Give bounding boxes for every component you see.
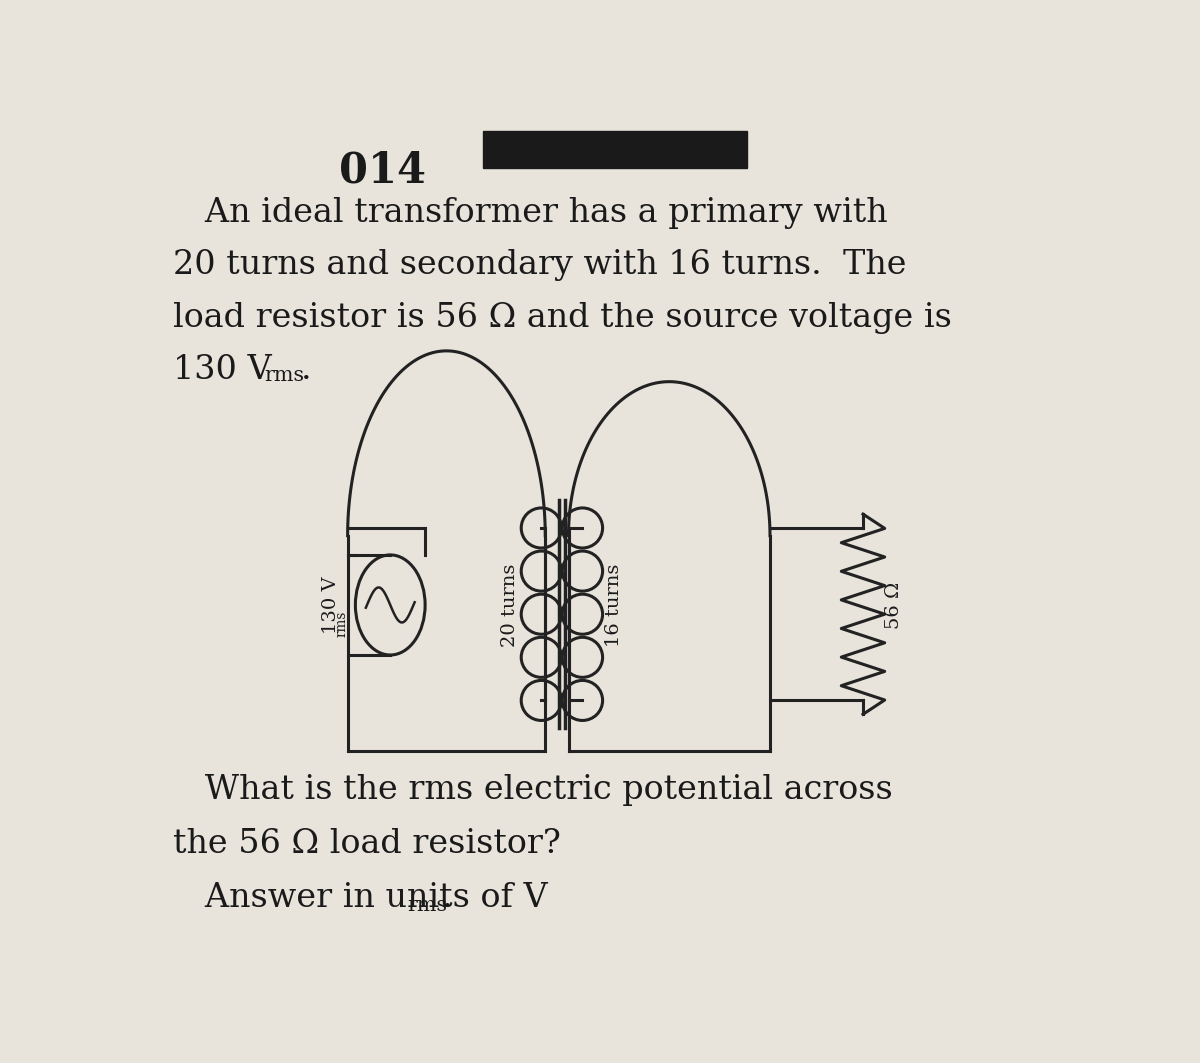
Text: rms: rms <box>265 367 305 385</box>
Text: 130 V: 130 V <box>173 354 272 386</box>
Text: 56 Ω: 56 Ω <box>886 581 904 628</box>
Text: 20 turns and secondary with 16 turns.  The: 20 turns and secondary with 16 turns. Th… <box>173 249 907 282</box>
Text: 16 turns: 16 turns <box>605 563 623 646</box>
Text: .: . <box>301 354 312 386</box>
Text: load resistor is 56 Ω and the source voltage is: load resistor is 56 Ω and the source vol… <box>173 302 952 334</box>
Text: An ideal transformer has a primary with: An ideal transformer has a primary with <box>173 197 888 229</box>
Text: 130 V: 130 V <box>322 576 340 634</box>
Text: rms: rms <box>407 896 448 915</box>
Text: the 56 Ω load resistor?: the 56 Ω load resistor? <box>173 828 562 860</box>
Text: Answer in units of V: Answer in units of V <box>173 882 548 914</box>
Text: .: . <box>442 882 452 914</box>
Text: What is the rms electric potential across: What is the rms electric potential acros… <box>173 774 893 807</box>
Text: rms: rms <box>335 611 348 638</box>
Text: 014: 014 <box>340 149 426 191</box>
Text: 20 turns: 20 turns <box>500 563 518 646</box>
Bar <box>484 132 746 168</box>
